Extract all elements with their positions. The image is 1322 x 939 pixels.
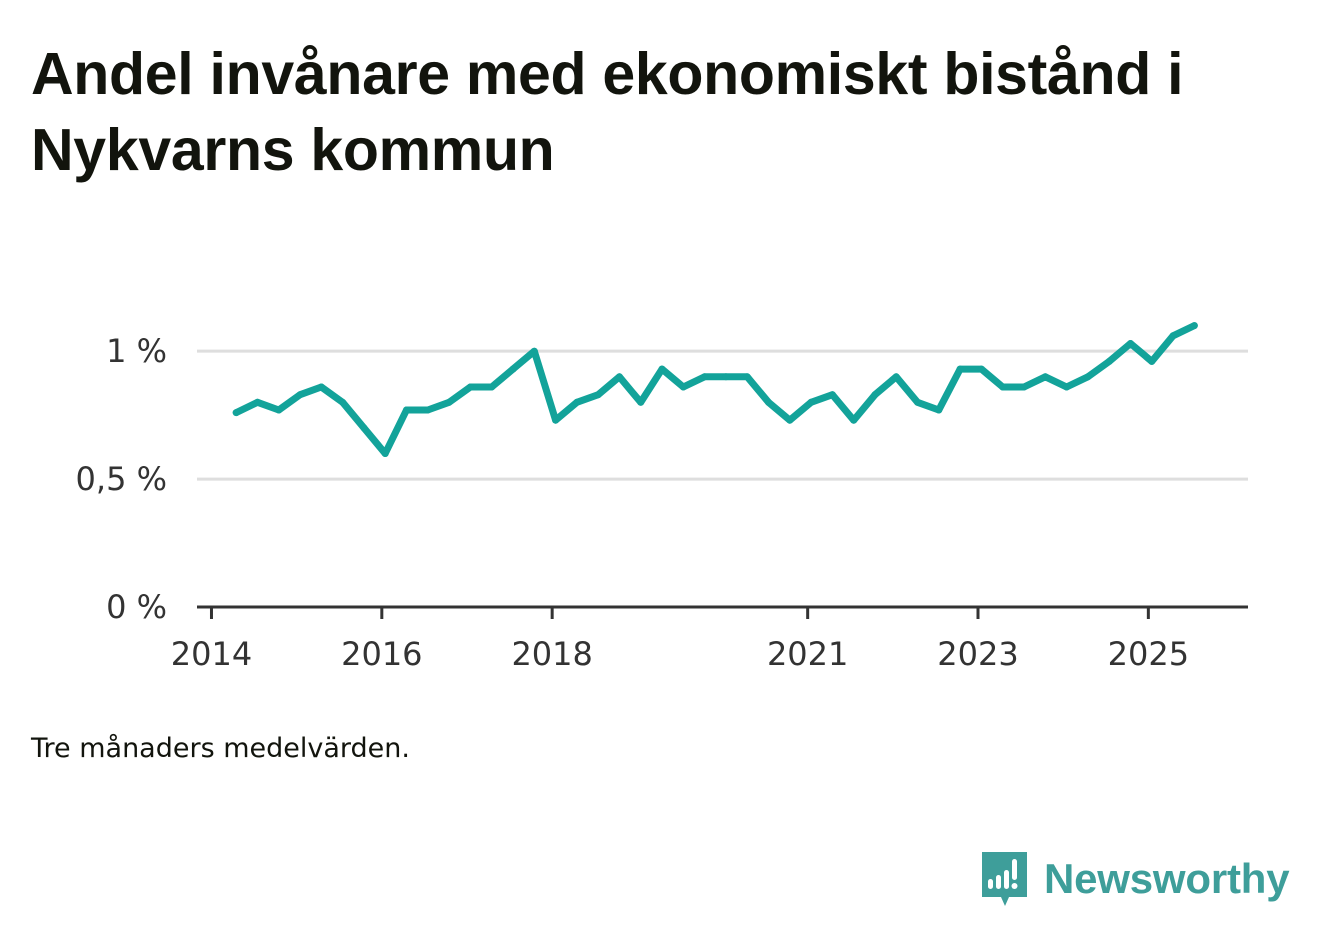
data-point: [466, 383, 474, 391]
chart-title: Andel invånare med ekonomiskt bistånd i …: [31, 41, 1184, 183]
data-point: [317, 383, 325, 391]
data-point: [1063, 383, 1071, 391]
data-point: [381, 450, 389, 457]
data-point: [360, 424, 368, 432]
data-point: [1084, 373, 1092, 381]
data-point: [488, 383, 496, 391]
data-point: [679, 383, 687, 391]
data-point: [977, 365, 985, 373]
newsworthy-logo: Newsworthy: [980, 848, 1290, 910]
data-point: [509, 365, 517, 373]
x-axis-tick-labels: 2014 2016 2018 2021 2023 2025: [171, 635, 1189, 673]
y-tick-label: 0,5 %: [76, 460, 167, 498]
data-point: [594, 391, 602, 399]
y-axis-tick-labels: 0 % 0,5 % 1 %: [76, 332, 167, 626]
data-point: [424, 406, 432, 414]
newsworthy-bar-chart-icon: [982, 852, 1027, 906]
data-point: [1041, 373, 1049, 381]
x-axis: [197, 605, 1248, 619]
data-point: [1020, 383, 1028, 391]
data-point: [232, 409, 240, 417]
data-point: [871, 391, 879, 399]
data-point: [956, 365, 964, 373]
data-point: [403, 406, 410, 414]
brand-name: Newsworthy: [1044, 855, 1290, 902]
data-point: [722, 373, 730, 381]
data-point: [1169, 332, 1177, 340]
data-point: [339, 398, 347, 406]
x-tick-label: 2016: [341, 635, 422, 673]
data-point: [615, 373, 623, 381]
x-tick-label: 2021: [767, 635, 848, 673]
line-chart: 0 % 0,5 % 1 % 2014 2016 2018 2021 2023 2025: [76, 322, 1248, 673]
data-point: [658, 365, 666, 373]
x-tick-label: 2014: [171, 635, 252, 673]
data-point: [765, 398, 772, 406]
data-point: [275, 406, 283, 414]
y-tick-label: 0 %: [106, 588, 167, 626]
data-point: [807, 398, 815, 406]
data-point: [701, 373, 709, 381]
x-tick-label: 2023: [937, 635, 1018, 673]
data-point: [573, 398, 581, 406]
data-point: [1190, 322, 1198, 330]
data-point: [828, 391, 836, 399]
data-point: [552, 416, 560, 424]
data-point: [254, 398, 261, 406]
chart-note: Tre månaders medelvärden.: [31, 733, 410, 764]
data-point: [637, 398, 645, 406]
data-point: [296, 391, 304, 399]
x-tick-label: 2018: [511, 635, 592, 673]
data-point: [743, 373, 751, 381]
data-point: [1127, 340, 1134, 347]
x-tick-label: 2025: [1108, 635, 1189, 673]
data-point: [850, 416, 858, 424]
data-point: [530, 347, 538, 355]
data-point: [892, 373, 900, 381]
gridlines: [197, 349, 1248, 481]
data-point: [935, 406, 943, 414]
data-point: [445, 398, 453, 406]
data-point: [786, 416, 794, 424]
data-point: [999, 383, 1007, 391]
data-point: [1148, 357, 1156, 365]
data-series: [232, 322, 1198, 457]
data-point: [1105, 357, 1113, 365]
y-tick-label: 1 %: [106, 332, 167, 370]
series-line: [232, 322, 1198, 457]
data-point: [914, 398, 921, 406]
